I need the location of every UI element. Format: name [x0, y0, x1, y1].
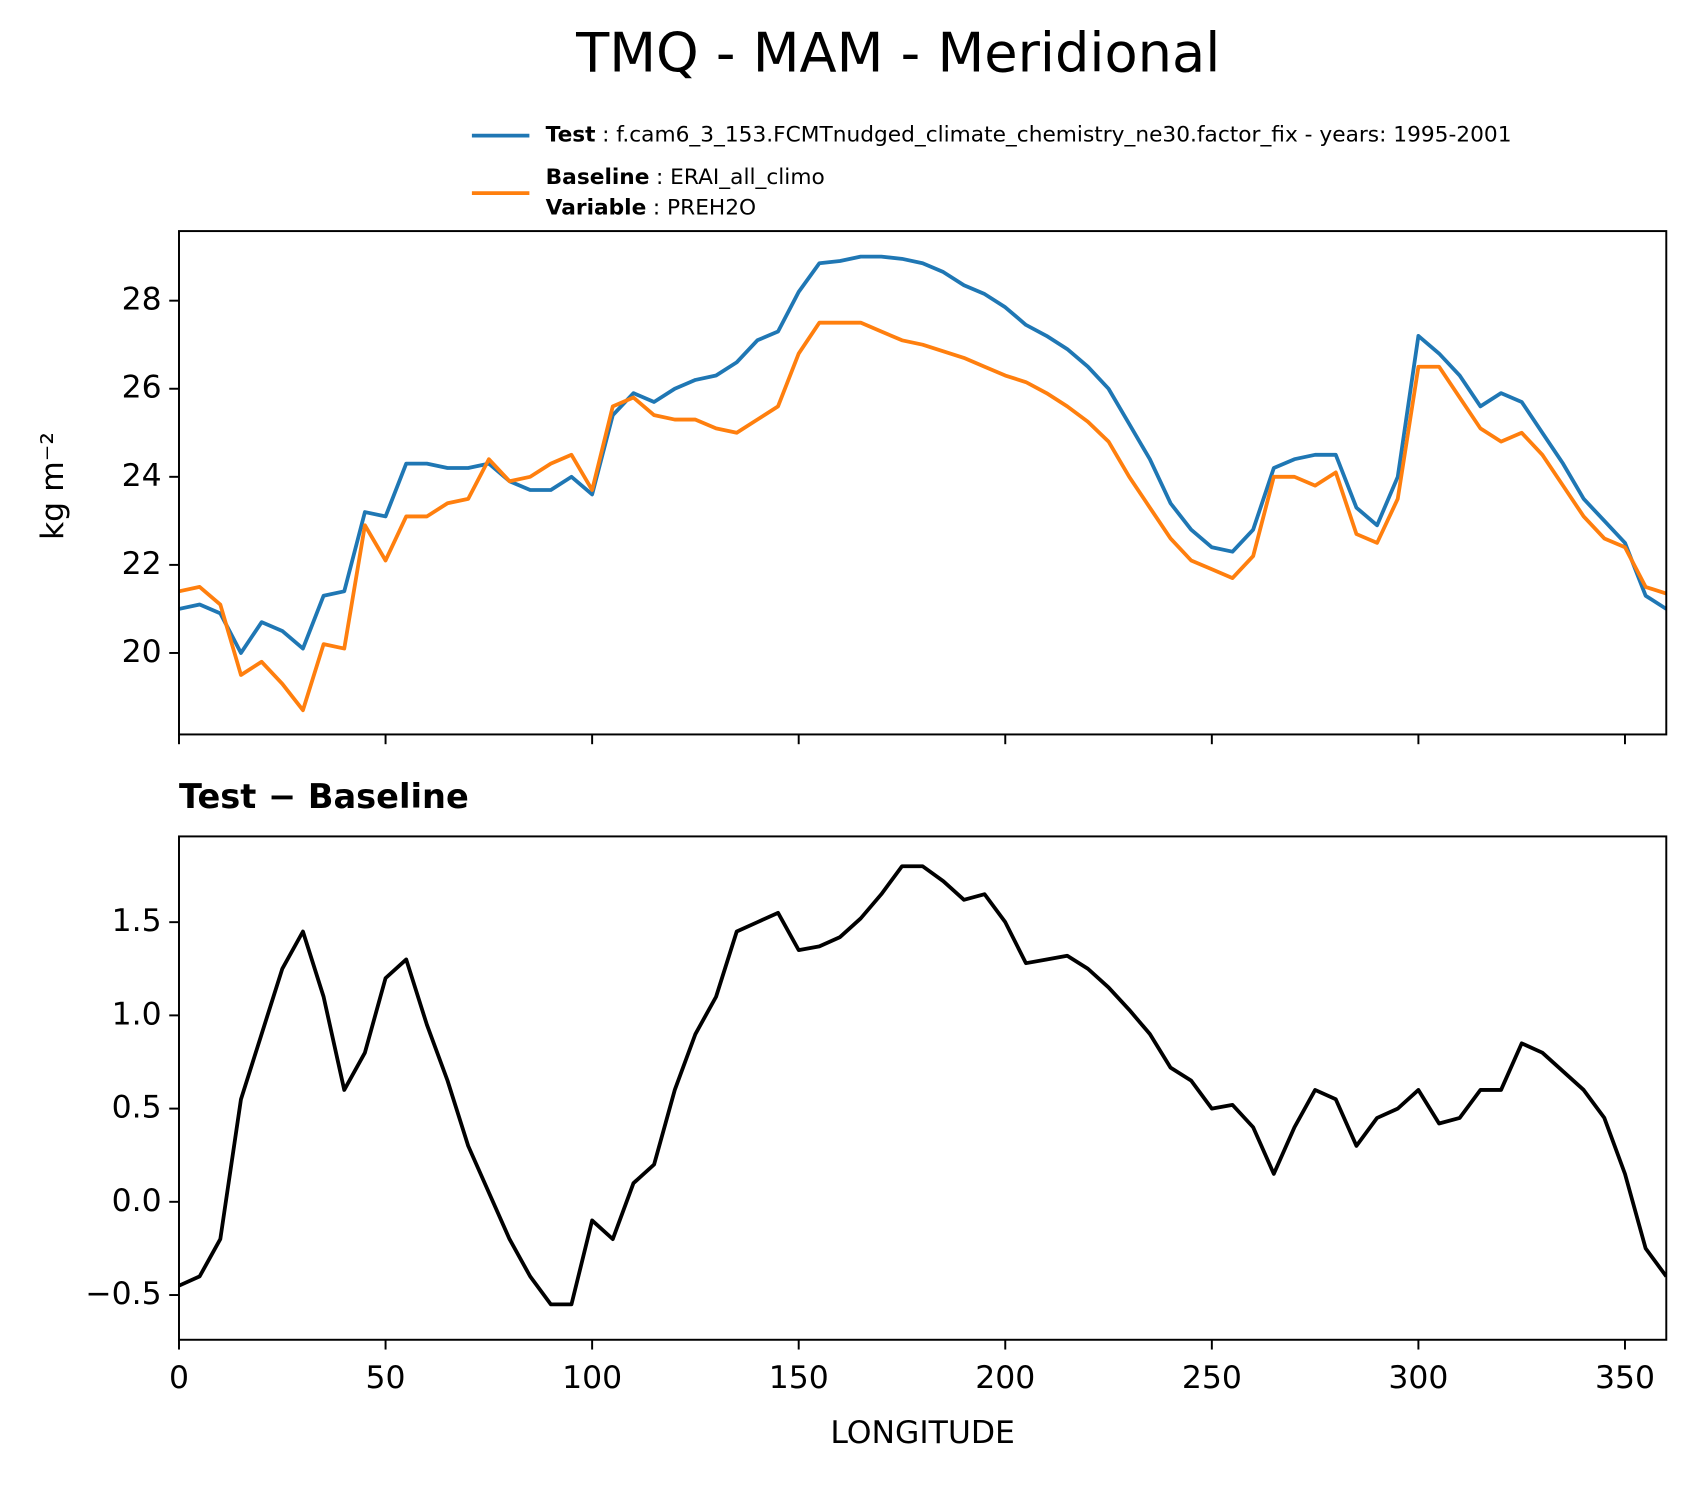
figure-title: TMQ - MAM - Meridional	[575, 22, 1220, 85]
legend-description: : f.cam6_3_153.FCMTnudged_climate_chemis…	[602, 123, 1511, 148]
x-tick-label: 0	[169, 1360, 189, 1396]
data-line	[178, 864, 1667, 1307]
y-tick-label: 22	[122, 546, 162, 582]
y-tick-label: 28	[122, 282, 162, 318]
y-tick-label: 1.0	[112, 996, 162, 1032]
y-tick-label: 26	[122, 370, 162, 406]
legend-entry: Test: f.cam6_3_153.FCMTnudged_climate_ch…	[546, 123, 1512, 148]
x-tick-label: 200	[975, 1360, 1035, 1396]
x-tick-label: 350	[1595, 1360, 1655, 1396]
axes-frame	[178, 230, 1668, 736]
axes-frame	[178, 835, 1668, 1341]
y-tick-label: 0.5	[112, 1090, 162, 1126]
x-tick-label: 300	[1388, 1360, 1448, 1396]
x-tick-label: 50	[366, 1360, 406, 1396]
y-axis-label: kg m⁻²	[35, 432, 71, 540]
y-tick-label: 1.5	[112, 903, 162, 939]
legend-entry: Baseline: ERAI_all_climo	[546, 165, 825, 190]
x-axis-label: LONGITUDE	[830, 1415, 1015, 1451]
y-tick-label: 0.0	[112, 1183, 162, 1219]
legend-name: Test	[546, 123, 596, 148]
y-tick-label: −0.5	[85, 1276, 161, 1312]
x-tick-label: 100	[562, 1360, 622, 1396]
legend-note: Variable: PREH2O	[546, 195, 756, 220]
legend-name: Baseline	[546, 165, 650, 190]
panel-title: Test − Baseline	[179, 777, 469, 816]
legend-note-name: Variable	[546, 195, 647, 220]
data-line	[178, 320, 1667, 713]
data-line	[178, 254, 1667, 655]
x-tick-label: 250	[1182, 1360, 1242, 1396]
x-tick-label: 150	[769, 1360, 829, 1396]
legend-description: : ERAI_all_climo	[656, 165, 825, 190]
y-tick-label: 20	[122, 634, 162, 670]
y-tick-label: 24	[122, 458, 162, 494]
legend-note-text: : PREH2O	[653, 195, 756, 220]
